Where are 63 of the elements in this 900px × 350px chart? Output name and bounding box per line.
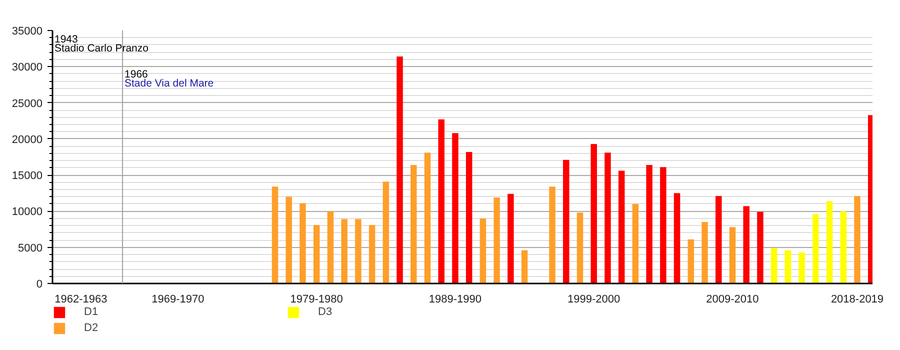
bar — [313, 224, 320, 284]
bar — [798, 252, 805, 284]
bar — [300, 203, 306, 284]
bar — [590, 144, 597, 284]
bar — [355, 219, 362, 284]
bar — [438, 119, 444, 284]
x-tick-label: 2018-2019 — [830, 294, 884, 306]
bar — [480, 218, 486, 284]
legend-label: D2 — [84, 322, 100, 334]
bar — [466, 152, 472, 284]
bar — [702, 222, 708, 284]
bar — [396, 56, 403, 284]
bar — [660, 167, 666, 284]
bar — [494, 197, 500, 284]
bar — [549, 186, 556, 284]
bar — [757, 212, 764, 284]
y-tick-label: 0 — [36, 278, 43, 290]
y-tick-label: 35000 — [12, 26, 43, 38]
bar — [770, 248, 778, 284]
bar — [632, 204, 639, 284]
bar — [368, 224, 376, 284]
y-tick-label: 25000 — [12, 98, 43, 110]
x-tick-label: 2009-2010 — [706, 294, 759, 306]
annotation: 1943 Stadio Carlo Pranzo — [54, 34, 149, 54]
y-tick-label: 5000 — [18, 242, 43, 254]
bar — [286, 196, 292, 284]
bar — [674, 193, 680, 284]
bar — [784, 250, 792, 284]
bar — [716, 196, 722, 284]
bar — [424, 152, 431, 284]
bar — [646, 164, 652, 284]
bar — [452, 133, 458, 284]
bar — [812, 214, 819, 284]
y-tick-label: 20000 — [12, 134, 43, 146]
bar — [854, 196, 860, 284]
annotation: 1966 Stade Via del Mare — [124, 68, 214, 90]
bar — [688, 239, 694, 284]
bar — [743, 206, 750, 284]
bar — [563, 160, 570, 284]
x-tick-label: 1989-1990 — [428, 294, 482, 306]
bar — [508, 194, 514, 284]
bar — [604, 152, 611, 284]
y-tick-label: 30000 — [12, 62, 43, 74]
bar — [576, 212, 584, 284]
x-tick-label: 1969-1970 — [152, 294, 204, 306]
y-tick-label: 10000 — [12, 206, 43, 218]
bar — [521, 250, 528, 284]
x-tick-label: 1962-1963 — [54, 294, 108, 306]
bar — [382, 182, 390, 284]
bar — [327, 211, 334, 284]
bar — [840, 211, 847, 284]
x-tick-label: 1979-1980 — [290, 294, 343, 306]
bar — [826, 201, 833, 284]
bar — [729, 227, 736, 284]
legend-label: D3 — [318, 306, 334, 318]
bar — [868, 115, 872, 284]
bar — [272, 186, 278, 284]
y-tick-label: 15000 — [12, 170, 43, 182]
bar — [410, 164, 417, 284]
x-tick-label: 1999-2000 — [568, 294, 620, 306]
legend-label: D1 — [84, 306, 100, 318]
bar — [341, 219, 348, 284]
bar — [618, 170, 625, 284]
